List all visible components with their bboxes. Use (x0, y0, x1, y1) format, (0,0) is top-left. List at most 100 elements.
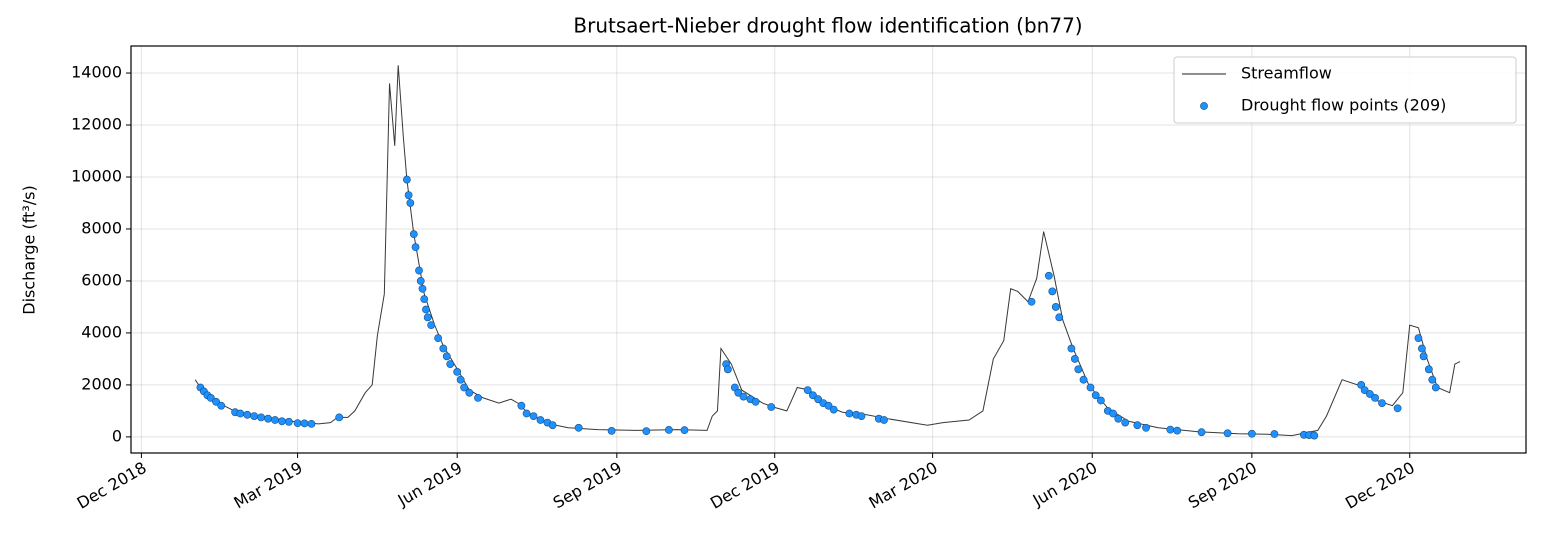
drought-point (1133, 421, 1142, 430)
drought-point (803, 386, 812, 395)
x-tick-label: Sep 2019 (550, 458, 625, 512)
drought-point (427, 321, 436, 330)
drought-point (1074, 365, 1083, 374)
drought-point (307, 419, 316, 428)
drought-point (411, 243, 420, 252)
drought-point (1197, 428, 1206, 437)
drought-point (664, 425, 673, 434)
drought-point (1044, 271, 1053, 280)
drought-point (1424, 365, 1433, 374)
drought-point (845, 409, 854, 418)
legend-box (1173, 56, 1517, 124)
drought-point (420, 295, 429, 304)
drought-point (1247, 429, 1256, 438)
drought-point (416, 277, 425, 285)
drought-point (1086, 383, 1095, 392)
drought-point (529, 412, 538, 420)
x-tick-label: Jun 2019 (394, 458, 466, 510)
drought-point (250, 412, 259, 420)
drought-point (1097, 396, 1105, 405)
x-tick-label: Dec 2020 (1342, 458, 1418, 513)
drought-point (808, 391, 817, 400)
drought-point (723, 365, 732, 374)
drought-point (300, 419, 309, 428)
drought-point (1121, 418, 1130, 427)
drought-point (814, 395, 822, 404)
drought-point (439, 344, 448, 353)
drought-point (1173, 426, 1182, 435)
drought-point (1223, 429, 1232, 438)
drought-point (217, 401, 226, 410)
drought-point (548, 421, 557, 430)
drought-point (767, 403, 776, 411)
drought-point (517, 401, 526, 410)
drought-point (1055, 313, 1064, 322)
y-tick-label: 0 (112, 426, 122, 445)
drought-point (434, 334, 443, 343)
drought-point (1431, 383, 1440, 392)
y-tick-label: 8000 (81, 218, 122, 237)
drought-point (536, 416, 545, 424)
chart-title: Brutsaert-Nieber drought flow identifica… (573, 14, 1082, 38)
drought-point (1091, 391, 1100, 400)
drought-point (1070, 355, 1079, 363)
x-tick-label: Mar 2019 (230, 458, 305, 512)
drought-point (680, 426, 689, 435)
drought-point (212, 397, 220, 406)
drought-point (1142, 423, 1150, 432)
y-tick-label: 2000 (81, 374, 122, 393)
y-tick-label: 12000 (71, 115, 122, 134)
drought-point (1428, 375, 1437, 384)
plot-frame (130, 45, 1527, 454)
drought-point (1417, 344, 1426, 353)
drought-point (243, 410, 252, 419)
drought-point (278, 417, 286, 426)
drought-point (1365, 390, 1374, 398)
drought-point (442, 352, 451, 361)
x-tick-label: Sep 2020 (1185, 458, 1260, 512)
drought-point (522, 409, 531, 418)
drought-point (409, 230, 418, 239)
drought-point (739, 392, 748, 401)
x-tick-label: Dec 2018 (74, 458, 150, 513)
drought-point (1067, 344, 1076, 353)
drought-point (446, 360, 455, 369)
drought-point (335, 413, 344, 422)
drought-point (1109, 409, 1117, 418)
drought-point (642, 427, 651, 436)
drought-point (829, 405, 838, 414)
drought-point (1378, 399, 1386, 407)
drought-point (415, 266, 423, 275)
y-tick-label: 4000 (81, 322, 122, 341)
legend-label: Streamflow (1241, 64, 1332, 83)
legend-marker (1200, 102, 1208, 110)
drought-point (1419, 352, 1428, 361)
drought-point (1027, 297, 1036, 306)
drought-point (734, 388, 743, 397)
drought-point (406, 199, 415, 207)
drought-point (460, 383, 469, 392)
drought-point (1048, 287, 1057, 296)
drought-point (1360, 386, 1369, 395)
drought-point (404, 191, 413, 200)
drought-point (1270, 430, 1279, 438)
drought-point (284, 417, 293, 426)
drought-point (857, 412, 866, 420)
drought-point (607, 427, 616, 435)
drought-point (206, 394, 215, 402)
legend-label: Drought flow points (209) (1241, 96, 1446, 115)
drought-point (465, 388, 474, 397)
y-tick-label: 14000 (71, 63, 122, 82)
drought-point (418, 284, 427, 293)
drought-point (1166, 425, 1175, 434)
y-tick-label: 6000 (81, 270, 122, 289)
drought-point (1310, 431, 1319, 440)
streamflow-line (194, 65, 1461, 437)
drought-point (1079, 375, 1088, 384)
drought-point (293, 419, 302, 428)
drought-point (474, 394, 482, 402)
drought-point (1393, 404, 1402, 413)
y-tick-label: 10000 (71, 166, 122, 185)
drought-point (271, 416, 279, 424)
